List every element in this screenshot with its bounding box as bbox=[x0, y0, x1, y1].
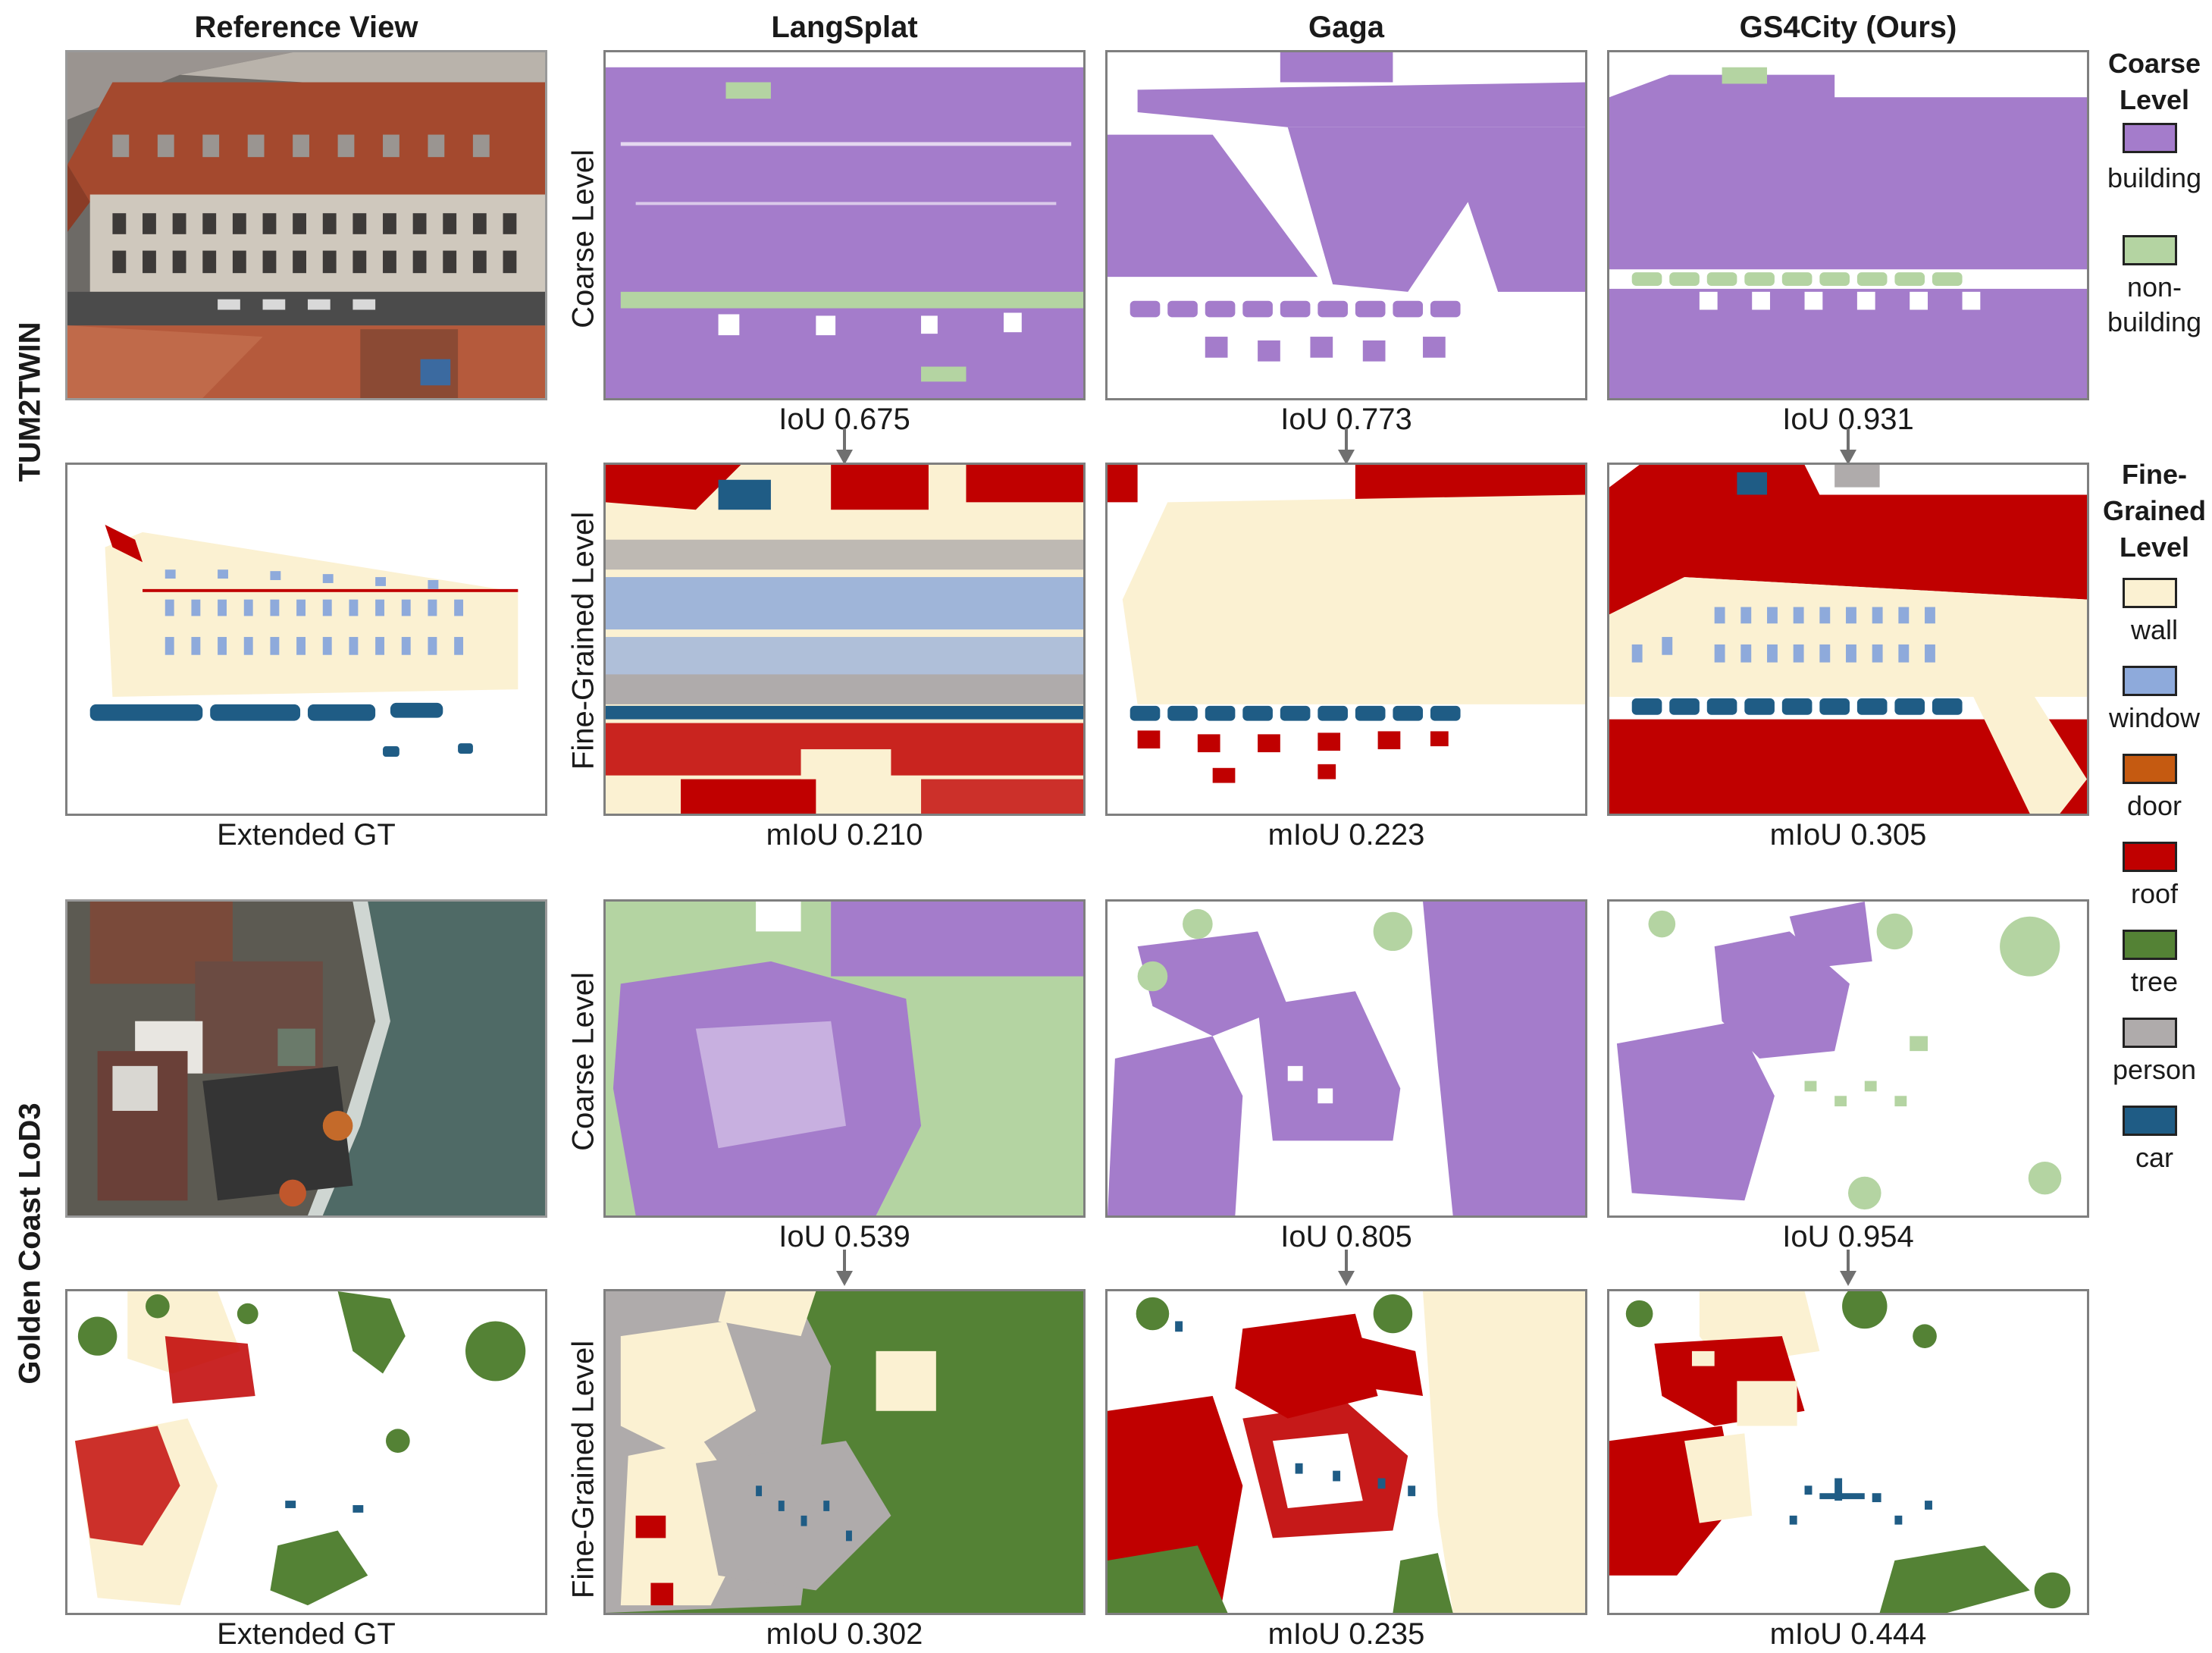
legend-label-building: building bbox=[2107, 162, 2202, 193]
score-gaga-fine-golden-coast: mIoU 0.235 bbox=[1267, 1617, 1425, 1651]
down-arrow-icon bbox=[836, 1250, 853, 1286]
score-gaga-coarse-golden-coast: IoU 0.805 bbox=[1280, 1220, 1412, 1253]
score-langsplat-fine-tum2twin: mIoU 0.210 bbox=[766, 818, 923, 852]
reference-photo-tum2twin bbox=[65, 50, 547, 400]
column-header-reference: Reference View bbox=[194, 11, 418, 44]
legend-swatch-window bbox=[2123, 666, 2177, 696]
gt-caption-golden-coast: Extended GT bbox=[217, 1617, 396, 1651]
langsplat-coarse-golden-coast bbox=[603, 899, 1086, 1218]
langsplat-fine-tum2twin bbox=[603, 463, 1086, 816]
legend-swatch-car bbox=[2123, 1106, 2177, 1136]
legend-label-non-building: non-building bbox=[2107, 271, 2202, 337]
legend-swatch-non-building bbox=[2123, 235, 2177, 265]
row-label-coarse-gc: Coarse Level bbox=[566, 972, 600, 1151]
legend-label-roof: roof bbox=[2130, 878, 2179, 909]
score-gs4city-coarse-golden-coast: IoU 0.954 bbox=[1782, 1220, 1914, 1253]
legend-swatch-building bbox=[2123, 123, 2177, 153]
langsplat-fine-golden-coast bbox=[603, 1289, 1086, 1615]
down-arrow-icon bbox=[1338, 428, 1355, 465]
extended-gt-tum2twin bbox=[65, 463, 547, 816]
legend-title-coarse: Coarse Level bbox=[2107, 48, 2201, 115]
gaga-coarse-golden-coast bbox=[1105, 899, 1587, 1218]
legend-label-door: door bbox=[2126, 790, 2182, 821]
legend-swatch-person bbox=[2123, 1018, 2177, 1048]
legend-swatch-roof bbox=[2123, 842, 2177, 872]
row-label-fine-tum: Fine-Grained Level bbox=[566, 511, 600, 770]
dataset-label-golden-coast: Golden Coast LoD3 bbox=[13, 1103, 47, 1385]
gs4city-fine-golden-coast bbox=[1607, 1289, 2089, 1615]
down-arrow-icon bbox=[836, 428, 853, 465]
column-header-langsplat: LangSplat bbox=[771, 11, 918, 44]
row-label-fine-gc: Fine-Grained Level bbox=[566, 1340, 600, 1599]
column-header-gaga: Gaga bbox=[1308, 11, 1385, 44]
legend-label-tree: tree bbox=[2130, 966, 2179, 997]
down-arrow-icon bbox=[1840, 428, 1856, 465]
legend-swatch-tree bbox=[2123, 930, 2177, 960]
legend-label-person: person bbox=[2112, 1054, 2197, 1085]
gaga-fine-golden-coast bbox=[1105, 1289, 1587, 1615]
score-langsplat-coarse-golden-coast: IoU 0.539 bbox=[779, 1220, 910, 1253]
reference-photo-golden-coast bbox=[65, 899, 547, 1218]
gs4city-coarse-tum2twin bbox=[1607, 50, 2089, 400]
extended-gt-golden-coast bbox=[65, 1289, 547, 1615]
legend-title-fine: Fine-Grained Level bbox=[2102, 459, 2207, 563]
gs4city-fine-tum2twin bbox=[1607, 463, 2089, 816]
score-langsplat-fine-golden-coast: mIoU 0.302 bbox=[766, 1617, 923, 1651]
legend-label-car: car bbox=[2135, 1142, 2173, 1173]
legend-label-wall: wall bbox=[2130, 614, 2178, 645]
score-gs4city-fine-golden-coast: mIoU 0.444 bbox=[1769, 1617, 1927, 1651]
gs4city-coarse-golden-coast bbox=[1607, 899, 2089, 1218]
down-arrow-icon bbox=[1338, 1250, 1355, 1286]
score-gs4city-fine-tum2twin: mIoU 0.305 bbox=[1769, 818, 1927, 852]
row-label-coarse-tum: Coarse Level bbox=[566, 149, 600, 328]
gaga-fine-tum2twin bbox=[1105, 463, 1587, 816]
legend-swatch-door bbox=[2123, 754, 2177, 784]
down-arrow-icon bbox=[1840, 1250, 1856, 1286]
legend-swatch-wall bbox=[2123, 578, 2177, 608]
dataset-label-tum2twin: TUM2TWIN bbox=[13, 322, 47, 482]
gt-caption-tum2twin: Extended GT bbox=[217, 818, 396, 852]
gaga-coarse-tum2twin bbox=[1105, 50, 1587, 400]
legend-label-window: window bbox=[2108, 702, 2201, 733]
score-gaga-fine-tum2twin: mIoU 0.223 bbox=[1267, 818, 1425, 852]
column-header-gs4city: GS4City (Ours) bbox=[1739, 11, 1957, 44]
langsplat-coarse-tum2twin bbox=[603, 50, 1086, 400]
